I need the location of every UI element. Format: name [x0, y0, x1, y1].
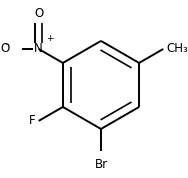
Text: ⁻: ⁻ — [4, 42, 9, 52]
Text: Br: Br — [94, 158, 108, 171]
Text: O: O — [34, 7, 43, 20]
Text: CH₃: CH₃ — [166, 43, 188, 56]
Text: N: N — [34, 43, 43, 56]
Text: F: F — [29, 114, 36, 127]
Text: O: O — [0, 43, 9, 56]
Text: +: + — [46, 34, 54, 43]
